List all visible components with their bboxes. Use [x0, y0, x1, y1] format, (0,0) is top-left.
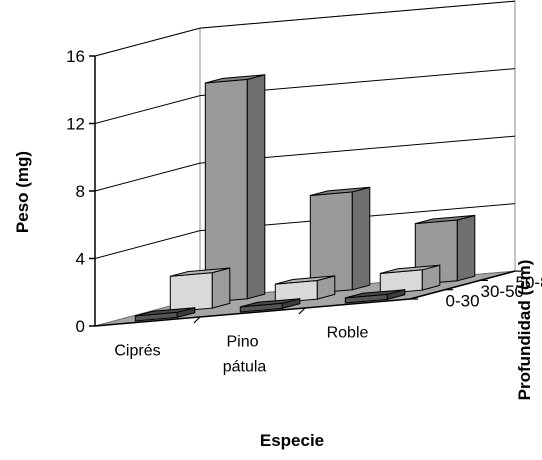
bar-side-face — [352, 187, 370, 289]
bar-side-face — [212, 268, 230, 308]
category-label: Roble — [327, 325, 369, 342]
x-axis-title: Especie — [260, 431, 324, 450]
value-tick-label: 4 — [76, 250, 85, 269]
bar — [205, 75, 264, 303]
value-tick-label: 0 — [76, 317, 85, 336]
bar — [170, 268, 230, 312]
value-tick-label: 16 — [66, 47, 85, 66]
bar-side-face — [457, 215, 475, 280]
value-tick-label: 8 — [76, 182, 85, 201]
z-axis-title: Profundidad (cm) — [515, 260, 534, 401]
bar-front-face — [170, 273, 212, 312]
bar-side-face — [247, 75, 264, 299]
y-axis-title: Peso (mg) — [13, 151, 32, 233]
category-label: Ciprés — [114, 343, 160, 360]
depth-label: 0-30 — [446, 291, 480, 310]
value-tick-label: 12 — [66, 115, 85, 134]
